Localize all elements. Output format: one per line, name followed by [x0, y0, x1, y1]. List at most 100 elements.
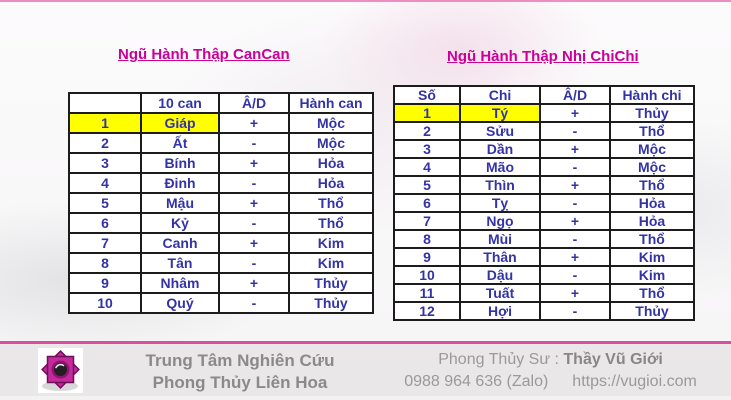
cell-hanh: Kim	[288, 252, 374, 274]
cell-hanh: Hỏa	[288, 172, 374, 194]
header-cell	[68, 92, 142, 114]
phone-website-line: 0988 964 636 (Zalo) https://vugioi.com	[378, 371, 723, 393]
cell-ad: +	[539, 175, 611, 195]
cell-num: 10	[68, 292, 142, 314]
table-row: 10 Quý - Thủy	[68, 292, 374, 314]
cell-name: Dần	[459, 139, 541, 159]
cell-num: 6	[68, 212, 142, 234]
cell-name: Ất	[140, 132, 220, 154]
cell-ad: -	[539, 265, 611, 285]
table-row: 6 Kỷ - Thổ	[68, 212, 374, 234]
header-cell: Số	[393, 85, 461, 105]
cell-num: 5	[393, 175, 461, 195]
table-row: 9 Thân + Kim	[393, 247, 695, 267]
right-table-title: Ngũ Hành Thập Nhị ChiChi	[447, 48, 639, 65]
table-row: 4 Mão - Mộc	[393, 157, 695, 177]
top-accent-line	[0, 0, 731, 2]
cell-num: 5	[68, 192, 142, 214]
table-row: 4 Đinh - Hỏa	[68, 172, 374, 194]
cell-hanh: Thổ	[609, 283, 695, 303]
cell-hanh: Kim	[609, 265, 695, 285]
cell-hanh: Hỏa	[609, 211, 695, 231]
master-label: Phong Thủy Sư :	[438, 351, 559, 368]
table-row: 11 Tuất + Thổ	[393, 283, 695, 303]
cell-ad: -	[539, 157, 611, 177]
footer-accent-line	[0, 341, 731, 344]
lotus-star-icon	[38, 348, 83, 393]
table-row: 8 Tân - Kim	[68, 252, 374, 274]
cell-name: Quý	[140, 292, 220, 314]
cell-ad: -	[218, 132, 290, 154]
cell-ad: +	[539, 211, 611, 231]
cell-num: 8	[68, 252, 142, 274]
cell-name: Đinh	[140, 172, 220, 194]
cell-name: Tân	[140, 252, 220, 274]
table-row: 1 Tý + Thủy	[393, 103, 695, 123]
cell-ad: -	[218, 252, 290, 274]
contact-block: Phong Thủy Sư : Thầy Vũ Giới 0988 964 63…	[378, 349, 723, 393]
cell-name: Hợi	[459, 301, 541, 321]
cell-hanh: Hỏa	[609, 193, 695, 213]
heavenly-stems-table: 10 can Â/D Hành can 1 Giáp + Mộc 2 Ất - Mộc 3 Bính + H…	[68, 92, 374, 314]
org-name-block: Trung Tâm Nghiên Cứu Phong Thủy Liên Hoa	[100, 350, 380, 394]
cell-hanh: Thủy	[609, 301, 695, 321]
cell-name: Ngọ	[459, 211, 541, 231]
cell-hanh: Thủy	[288, 292, 374, 314]
cell-ad: -	[539, 229, 611, 249]
table-row: 6 Tỵ - Hỏa	[393, 193, 695, 213]
cell-ad: +	[218, 272, 290, 294]
cell-name: Nhâm	[140, 272, 220, 294]
table-row: 8 Mùi - Thổ	[393, 229, 695, 249]
cell-ad: +	[539, 139, 611, 159]
table-row: 1 Giáp + Mộc	[68, 112, 374, 134]
table-row: 7 Ngọ + Hỏa	[393, 211, 695, 231]
cell-ad: +	[539, 283, 611, 303]
cell-num: 3	[393, 139, 461, 159]
cell-num: 1	[393, 103, 461, 123]
cell-ad: +	[539, 247, 611, 267]
left-table-title: Ngũ Hành Thập CanCan	[118, 46, 290, 63]
cell-hanh: Thổ	[609, 121, 695, 141]
table-row: 3 Dần + Mộc	[393, 139, 695, 159]
cell-name: Dậu	[459, 265, 541, 285]
header-cell: Hành chi	[609, 85, 695, 105]
cell-num: 1	[68, 112, 142, 134]
header-cell: Â/D	[539, 85, 611, 105]
table-row: 7 Canh + Kim	[68, 232, 374, 254]
header-row: 10 can Â/D Hành can	[68, 92, 374, 114]
org-name-line2: Phong Thủy Liên Hoa	[152, 373, 328, 392]
footer-bottom-strip	[0, 396, 731, 400]
cell-hanh: Kim	[288, 232, 374, 254]
cell-name: Canh	[140, 232, 220, 254]
cell-hanh: Thổ	[609, 229, 695, 249]
footer	[0, 344, 731, 396]
table-row: 9 Nhâm + Thủy	[68, 272, 374, 294]
cell-num: 2	[68, 132, 142, 154]
header-cell: 10 can	[140, 92, 220, 114]
table-row: 5 Mậu + Thổ	[68, 192, 374, 214]
cell-name: Tý	[459, 103, 541, 123]
cell-hanh: Mộc	[288, 132, 374, 154]
cell-num: 12	[393, 301, 461, 321]
cell-num: 7	[393, 211, 461, 231]
cell-ad: +	[539, 103, 611, 123]
cell-num: 10	[393, 265, 461, 285]
header-row: Số Chi Â/D Hành chi	[393, 85, 695, 105]
cell-name: Tỵ	[459, 193, 541, 213]
table-row: 5 Thìn + Thổ	[393, 175, 695, 195]
cell-num: 11	[393, 283, 461, 303]
cell-num: 9	[68, 272, 142, 294]
cell-hanh: Thủy	[288, 272, 374, 294]
header-cell: Â/D	[218, 92, 290, 114]
cell-num: 9	[393, 247, 461, 267]
table-row: 2 Ất - Mộc	[68, 132, 374, 154]
cell-num: 3	[68, 152, 142, 174]
header-cell: Chi	[459, 85, 541, 105]
cell-hanh: Hỏa	[288, 152, 374, 174]
cell-ad: +	[218, 192, 290, 214]
cell-ad: +	[218, 232, 290, 254]
org-name-line1: Trung Tâm Nghiên Cứu	[145, 351, 335, 370]
cell-hanh: Thổ	[288, 192, 374, 214]
phone-number: 0988 964 636 (Zalo)	[404, 373, 549, 390]
